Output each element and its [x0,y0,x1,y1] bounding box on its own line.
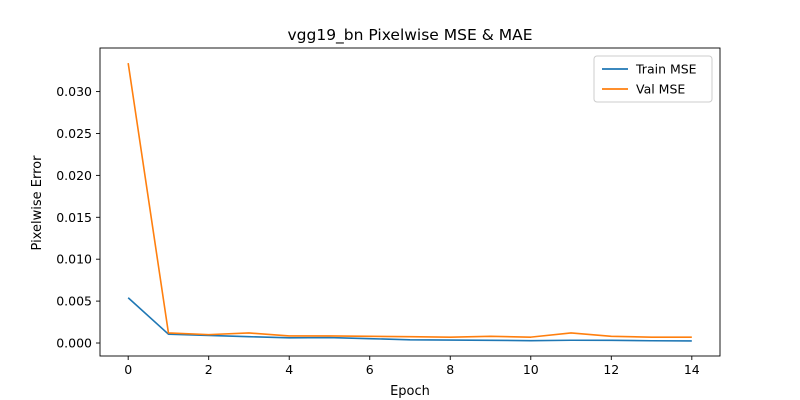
axes-frame [99,47,721,357]
series-line-2 [127,62,692,338]
y-tick-label: 0.010 [56,252,92,267]
series-line-1 [127,297,692,342]
legend-label-2: Val MSE [636,82,685,97]
y-tick-label: 0.005 [56,294,92,309]
y-tick-label: 0.000 [56,336,92,351]
x-tick-label: 12 [603,362,619,377]
plot-area: 0 2 4 6 8 10 12 14 0.000 0.005 0.010 0.015 0.020 0.02… [56,47,721,377]
x-tick-label: 6 [366,362,374,377]
x-tick-label: 10 [523,362,539,377]
x-axis-label: Epoch [390,384,430,399]
y-tick-label: 0.025 [56,126,92,141]
x-tick-label: 0 [124,362,132,377]
x-tick-label: 4 [285,362,293,377]
x-tick-label: 2 [205,362,213,377]
x-tick-label: 8 [446,362,454,377]
legend-box [593,55,713,103]
y-tick-label: 0.020 [56,168,92,183]
legend-label-1: Train MSE [635,62,697,77]
y-tick-label: 0.015 [56,210,92,225]
legend: Train MSE Val MSE [593,55,713,103]
y-tick-label: 0.030 [56,84,92,99]
chart-title: vgg19_bn Pixelwise MSE & MAE [287,26,532,45]
x-tick-label: 14 [684,362,700,377]
y-axis-label: Pixelwise Error [30,155,45,251]
